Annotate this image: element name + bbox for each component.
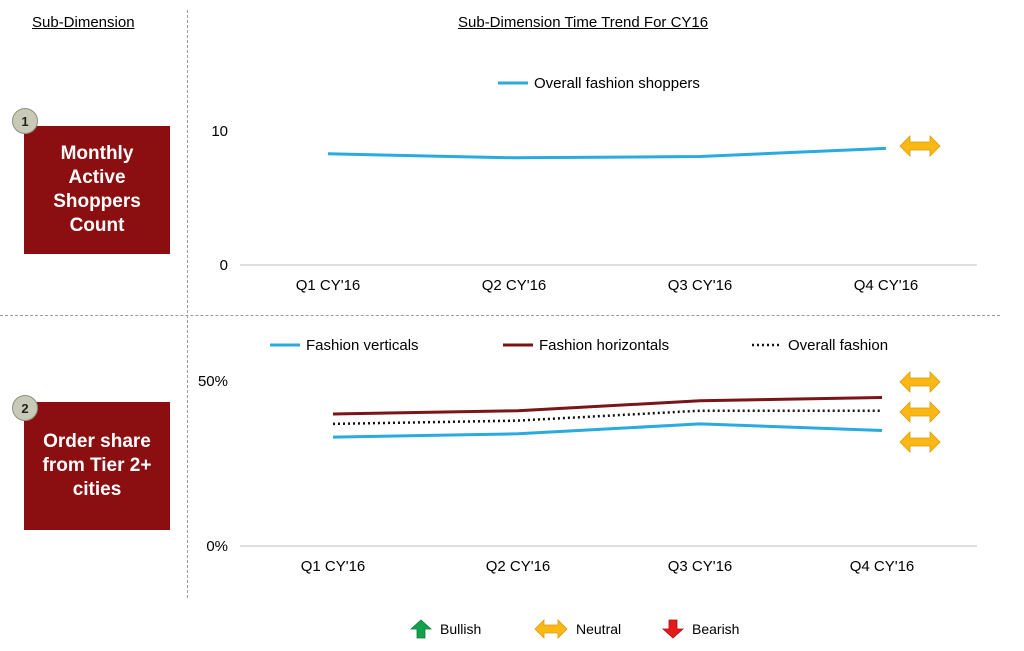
- neutral-arrow-icon: [899, 431, 941, 453]
- y-tick-label: 0: [220, 257, 228, 274]
- neutral-arrow-icon: [899, 135, 941, 157]
- legend-bullish-label: Bullish: [440, 621, 482, 637]
- legend-bullish: Bullish: [410, 619, 481, 639]
- up-arrow-icon: [410, 619, 432, 639]
- dimension-label: Order share from Tier 2+ cities: [42, 431, 152, 500]
- y-tick-label: 50%: [198, 373, 228, 390]
- x-tick-label: Q3 CY'16: [668, 558, 733, 575]
- series-line-overall-fashion-shoppers: [327, 146, 887, 160]
- legend-neutral-label: Neutral: [576, 621, 622, 637]
- sub-dimension-header: Sub-Dimension: [32, 14, 135, 31]
- x-tick-label: Q3 CY'16: [668, 277, 733, 294]
- series-line-fashion-verticals: [332, 422, 883, 439]
- x-tick-label: Q1 CY'16: [296, 277, 361, 294]
- down-arrow-icon: [662, 619, 684, 639]
- legend-bearish: Bearish: [662, 619, 739, 639]
- legend-bearish-label: Bearish: [692, 621, 740, 637]
- dimension-box-monthly-active-shoppers: Monthly Active Shoppers Count: [24, 126, 170, 254]
- legend-label: Fashion horizontals: [539, 337, 669, 354]
- x-tick-label: Q1 CY'16: [301, 558, 366, 575]
- neutral-arrow-icon: [899, 401, 941, 423]
- legend-label: Overall fashion shoppers: [534, 75, 700, 92]
- neutral-arrow-icon: [899, 371, 941, 393]
- legend-label: Overall fashion: [788, 337, 888, 354]
- legend-neutral: Neutral: [534, 619, 621, 639]
- dimension-box-order-share-tier2: Order share from Tier 2+ cities: [24, 402, 170, 530]
- dimension-number-badge: 2: [12, 395, 38, 421]
- x-tick-label: Q4 CY'16: [850, 558, 915, 575]
- horizontal-divider: [0, 315, 1000, 316]
- left-right-arrow-icon: [534, 619, 568, 639]
- dimension-label: Monthly Active Shoppers Count: [53, 143, 141, 236]
- x-tick-label: Q2 CY'16: [486, 558, 551, 575]
- dimension-number-badge: 1: [12, 108, 38, 134]
- series-line-overall-fashion: [332, 409, 882, 426]
- vertical-divider: [187, 10, 188, 598]
- y-tick-label: 10: [211, 123, 228, 140]
- x-tick-label: Q4 CY'16: [854, 277, 919, 294]
- time-trend-header: Sub-Dimension Time Trend For CY16: [458, 14, 709, 31]
- y-tick-label: 0%: [206, 538, 228, 555]
- legend-label: Fashion verticals: [306, 337, 419, 354]
- x-tick-label: Q2 CY'16: [482, 277, 547, 294]
- series-line-fashion-horizontals: [332, 396, 883, 416]
